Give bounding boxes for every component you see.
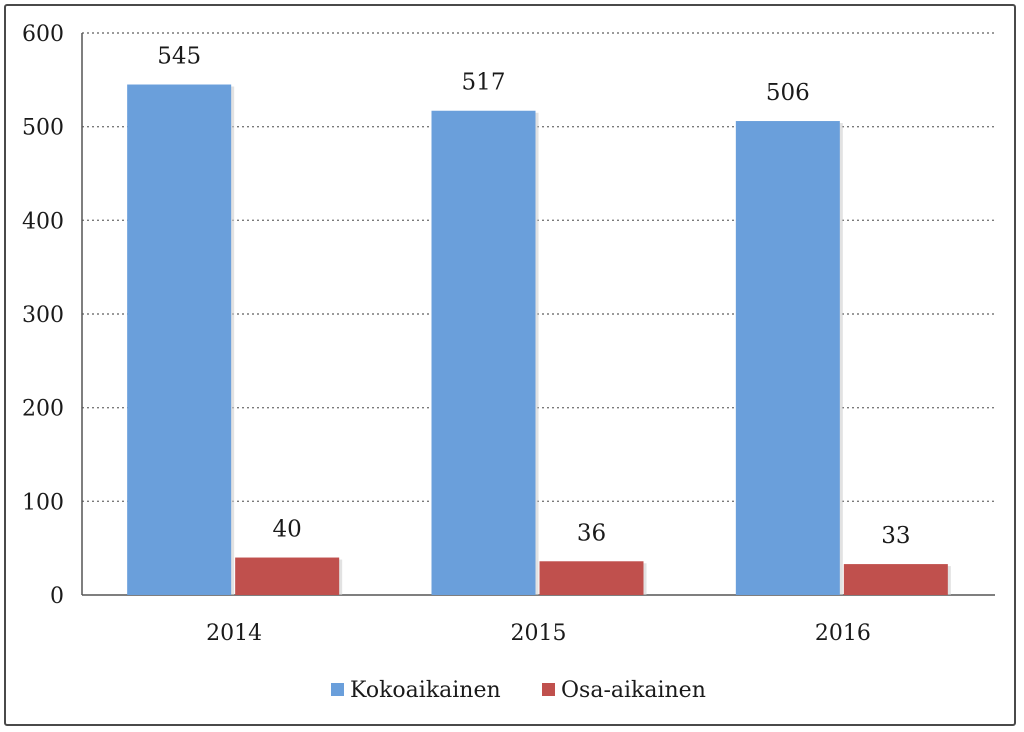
x-tick-label: 2015 (511, 621, 567, 646)
bar (127, 84, 232, 596)
y-tick-label: 300 (22, 303, 64, 328)
data-label: 40 (273, 517, 302, 543)
y-tick-label: 600 (22, 22, 64, 47)
data-label: 545 (157, 44, 201, 70)
legend-swatch (542, 683, 555, 696)
y-tick-label: 400 (22, 209, 64, 234)
data-label: 506 (766, 80, 810, 106)
y-tick-label: 100 (22, 490, 64, 515)
y-tick-label: 500 (22, 116, 64, 141)
x-tick-label: 2016 (815, 621, 871, 646)
y-tick-label: 0 (50, 584, 64, 609)
bar (843, 564, 948, 595)
x-tick-label: 2014 (206, 621, 262, 646)
data-label: 36 (577, 520, 606, 546)
bar (735, 121, 840, 596)
data-label: 517 (462, 70, 506, 96)
bar (539, 561, 644, 595)
legend-swatch (331, 683, 344, 696)
data-label: 33 (881, 523, 910, 549)
bar (431, 110, 536, 595)
bar (235, 557, 340, 595)
y-tick-label: 200 (22, 397, 64, 422)
legend-label: Osa-aikainen (561, 678, 706, 703)
legend-label: Kokoaikainen (350, 678, 501, 703)
